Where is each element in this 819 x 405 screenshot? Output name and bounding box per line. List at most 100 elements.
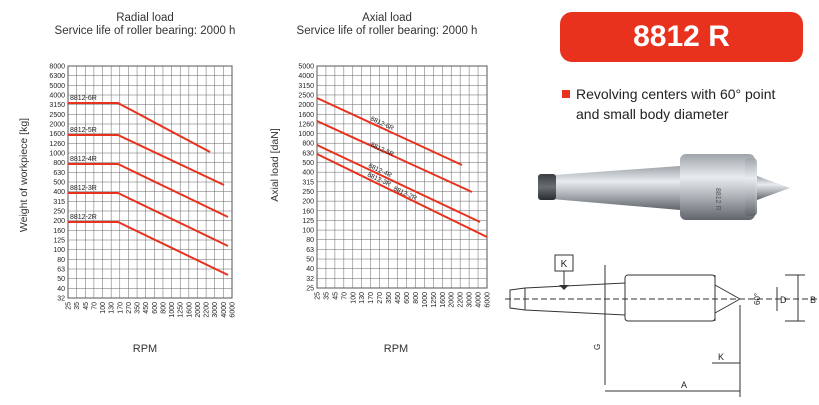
drawing-outline: [505, 274, 819, 322]
axial-chart-grid: [316, 65, 488, 289]
x-tick-label: 2000: [195, 302, 202, 318]
x-tick-label: 4000: [476, 292, 483, 308]
description-line-2: and small body diameter: [576, 106, 729, 122]
axial-chart-xlabel: RPM: [384, 343, 408, 355]
y-tick-label: 80: [57, 257, 65, 264]
x-tick-label: 800: [160, 302, 167, 314]
x-tick-label: 170: [368, 292, 375, 304]
body-engraving: 8812 R: [714, 188, 721, 211]
y-tick-label: 200: [302, 199, 314, 206]
x-tick-label: 270: [126, 302, 133, 314]
y-tick-label: 1600: [49, 131, 65, 138]
bullet-icon: [562, 90, 570, 98]
y-tick-label: 4000: [49, 93, 65, 100]
y-tick-label: 50: [306, 257, 314, 264]
technical-drawing: K A K B D 60° G: [505, 254, 819, 397]
x-tick-label: 45: [83, 302, 90, 310]
axial-chart-ylabel: Axial load [daN]: [269, 128, 281, 202]
series-line-6r: [68, 102, 211, 153]
y-tick-label: 25: [306, 286, 314, 293]
x-tick-label: 130: [109, 302, 116, 314]
x-tick-label: 70: [91, 302, 98, 310]
series-line-5r: [68, 134, 225, 186]
y-tick-label: 630: [53, 170, 65, 177]
radial-chart-grid: [67, 65, 233, 299]
x-tick-label: 130: [359, 292, 366, 304]
y-tick-label: 100: [302, 228, 314, 235]
y-tick-label: 50: [57, 276, 65, 283]
label-d: D: [780, 295, 787, 305]
y-tick-label: 1260: [298, 121, 314, 128]
series-line-3r: [316, 153, 488, 238]
x-tick-label: 1250: [178, 302, 185, 318]
y-tick-label: 6300: [49, 73, 65, 80]
x-tick-label: 25: [315, 292, 322, 300]
series-line-4r: [68, 163, 229, 218]
label-k-box: K: [561, 259, 568, 270]
k-box-callout: K: [554, 254, 574, 290]
series-line-3r: [68, 192, 229, 247]
axial-chart-series: [316, 97, 488, 238]
x-tick-label: 800: [413, 292, 420, 304]
y-tick-label: 3150: [49, 102, 65, 109]
label-g: G: [593, 344, 602, 350]
dimension-lines: [604, 265, 805, 397]
series-label-2r: 8812-2R: [392, 185, 418, 202]
y-tick-label: 500: [53, 180, 65, 187]
y-tick-label: 5000: [49, 83, 65, 90]
x-tick-label: 1000: [422, 292, 429, 308]
product-photo: 8812 R: [538, 154, 790, 220]
plot-frame: [316, 65, 488, 289]
y-tick-label: 4000: [298, 73, 314, 80]
y-tick-label: 40: [306, 266, 314, 273]
y-tick-label: 160: [53, 228, 65, 235]
label-a: A: [681, 380, 687, 390]
radial-chart-series: [68, 102, 229, 276]
y-tick-label: 2500: [49, 112, 65, 119]
radial-chart-subtitle: Service life of roller bearing: 2000 h: [54, 25, 236, 37]
radial-chart-y-ticks: 8000 6300 5000 4000 3150 2500 2000 1600 1260 1000…: [49, 64, 65, 303]
live-center-image: 8812 R: [538, 154, 790, 220]
x-tick-label: 600: [404, 292, 411, 304]
x-tick-label: 450: [395, 292, 402, 304]
series-label-5r: 8812-5R: [369, 141, 395, 158]
x-tick-label: 2200: [204, 302, 211, 318]
y-tick-label: 1000: [298, 131, 314, 138]
y-tick-label: 125: [302, 218, 314, 225]
label-b: B: [810, 295, 816, 305]
y-tick-label: 8000: [49, 64, 65, 71]
x-tick-label: 2200: [458, 292, 465, 308]
series-line-4r: [316, 144, 481, 223]
y-tick-label: 500: [302, 160, 314, 167]
x-tick-label: 6000: [230, 302, 237, 318]
radial-chart-series-labels: 8812-6R 8812-5R 8812-4R 8812-3R 8812-2R: [70, 95, 97, 221]
y-tick-label: 400: [53, 189, 65, 196]
y-tick-label: 1600: [298, 112, 314, 119]
y-tick-label: 315: [302, 179, 314, 186]
radial-chart-ylabel: Weight of workpiece [kg]: [18, 118, 30, 232]
y-tick-label: 315: [53, 199, 65, 206]
x-tick-label: 1250: [431, 292, 438, 308]
y-tick-label: 80: [306, 237, 314, 244]
series-label-6r: 8812-6R: [70, 95, 97, 102]
radial-chart-xlabel: RPM: [133, 343, 157, 355]
x-tick-label: 6000: [485, 292, 492, 308]
x-tick-label: 4000: [221, 302, 228, 318]
y-tick-label: 200: [53, 218, 65, 225]
y-tick-label: 5000: [298, 64, 314, 71]
radial-load-chart: 8000630050004000315025002000160012601000…: [18, 64, 237, 356]
y-tick-label: 630: [302, 150, 314, 157]
y-tick-label: 160: [302, 208, 314, 215]
label-k-bottom: K: [718, 352, 724, 362]
y-tick-label: 1000: [49, 151, 65, 158]
y-tick-label: 800: [302, 141, 314, 148]
y-tick-label: 3150: [298, 83, 314, 90]
y-tick-label: 400: [302, 170, 314, 177]
axial-chart-subtitle: Service life of roller bearing: 2000 h: [296, 25, 478, 37]
x-tick-label: 100: [350, 292, 357, 304]
x-tick-label: 25: [66, 302, 73, 310]
product-description: Revolving centers with 60° point and sma…: [562, 84, 775, 124]
x-tick-label: 270: [377, 292, 384, 304]
x-tick-label: 2000: [449, 292, 456, 308]
series-label-3r: 8812-3R: [70, 185, 97, 192]
